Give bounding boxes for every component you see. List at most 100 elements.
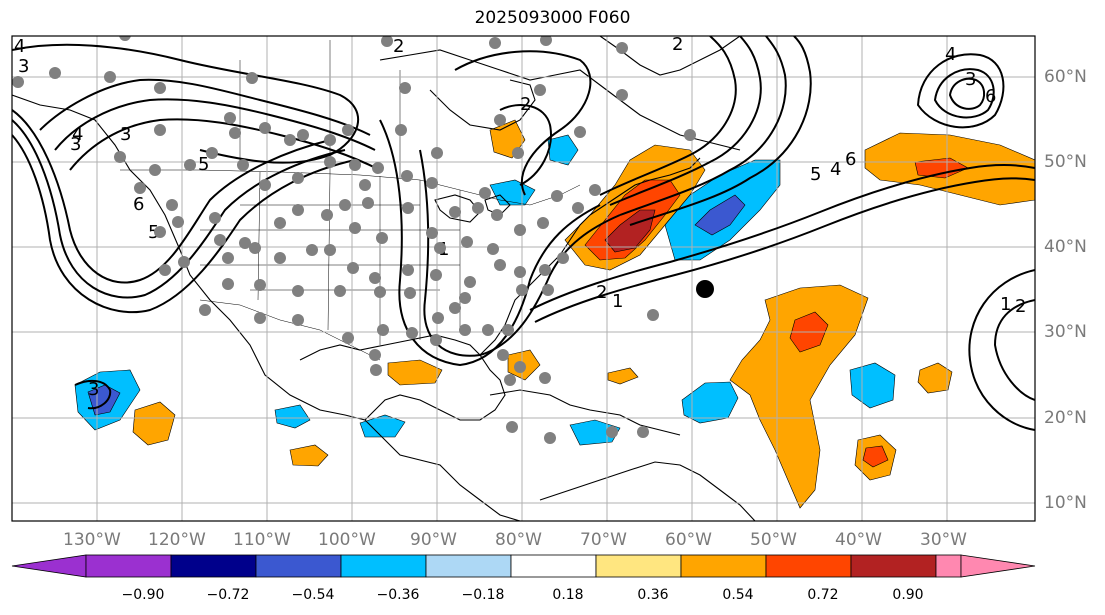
colorbar-tick-label: 0.90 <box>892 587 924 603</box>
colorbar-tick-label: 0.72 <box>807 587 839 603</box>
contour-label: 3 <box>18 56 29 77</box>
contour-line <box>12 43 360 164</box>
negative-anomaly-great-lakes <box>489 179 536 206</box>
colorbar-tick-label: −0.72 <box>206 587 250 603</box>
colorbar-tick-label: 0.18 <box>552 587 584 603</box>
contour-line <box>499 104 552 186</box>
contour-line <box>629 36 812 226</box>
map-frame <box>11 35 1036 522</box>
contour-line <box>968 269 1035 431</box>
contour-line <box>948 77 986 110</box>
contour-line <box>74 379 112 410</box>
longitude-label: 120°W <box>148 530 206 550</box>
longitude-label: 40°W <box>835 530 882 550</box>
contour-label: 5 <box>148 222 159 243</box>
positive-anomaly-mexico <box>289 444 329 467</box>
contour-line <box>12 109 331 284</box>
colorbar-bin <box>680 554 767 578</box>
contour-layer <box>12 36 1035 431</box>
contour-line <box>454 50 592 196</box>
contour-label: 5 <box>810 164 821 185</box>
contour-line <box>379 119 601 367</box>
hudson-bay-coastline <box>429 79 536 131</box>
colorbar-bin <box>170 554 257 578</box>
contour-label: 2 <box>393 36 404 57</box>
contour-label: 3 <box>70 134 81 155</box>
contour-line <box>69 118 381 171</box>
colorbar-extend-high <box>960 554 1036 578</box>
longitude-label: 130°W <box>63 530 121 550</box>
longitude-label: 100°W <box>318 530 376 550</box>
contour-line <box>916 53 1005 129</box>
contour-label: 5 <box>198 154 209 175</box>
station-dots <box>12 36 696 444</box>
storm-center-marker <box>696 280 714 298</box>
contour-label-layer: 4 3 5 4 6 5 3 2 1 2 5 6 4 3 6 2 1 3 2 4 … <box>14 36 1026 400</box>
negative-anomaly-caribbean <box>681 381 739 424</box>
positive-anomaly-plume <box>729 284 869 509</box>
us-east-coastline <box>479 157 701 356</box>
contour-label: 4 <box>830 159 841 180</box>
colorbar-bin <box>85 554 172 578</box>
negative-anomaly-mexico <box>274 404 311 429</box>
contour-line <box>534 177 1035 323</box>
longitude-label: 60°W <box>665 530 712 550</box>
contour-label: 1 <box>612 291 623 312</box>
contour-label: 4 <box>72 124 83 145</box>
contour-label: 6 <box>133 194 144 215</box>
contour-label: 1 <box>1000 294 1011 315</box>
contour-label: 4 <box>14 36 25 57</box>
contour-line <box>933 68 995 119</box>
caribbean-islands <box>489 389 681 436</box>
positive-anomaly-pacific <box>132 401 176 446</box>
longitude-label: 110°W <box>233 530 291 550</box>
great-lakes-outline <box>434 194 511 223</box>
latitude-label: 40°N <box>1044 237 1087 257</box>
colorbar-tick-label: −0.54 <box>291 587 335 603</box>
mexico-gulf-coastline <box>299 334 506 421</box>
contour-line <box>609 36 762 206</box>
colorbar-tick-label: 0.54 <box>722 587 754 603</box>
longitude-label: 30°W <box>920 530 967 550</box>
latitude-label: 20°N <box>1044 408 1087 428</box>
contour-line <box>12 119 346 299</box>
positive-anomaly-gulf <box>387 359 443 386</box>
positive-anomaly-east <box>917 362 953 394</box>
positive-anomaly-west-atlantic <box>607 367 639 385</box>
contour-line <box>12 134 356 314</box>
colorbar-tick-label: 0.36 <box>637 587 669 603</box>
map-plot-area: 4 3 5 4 6 5 3 2 1 2 5 6 4 3 6 2 1 3 2 4 … <box>12 36 1035 521</box>
colorbar-bin <box>425 554 512 578</box>
contour-line <box>619 36 787 216</box>
longitude-label: 70°W <box>580 530 627 550</box>
colorbar-bin <box>510 554 597 578</box>
contour-line <box>599 36 737 196</box>
colorbar <box>11 554 1036 578</box>
colorbar-bin <box>765 554 852 578</box>
contour-line <box>993 299 1035 401</box>
contour-label: 3 <box>88 379 99 400</box>
latitude-label: 50°N <box>1044 152 1087 172</box>
colorbar-bin <box>935 554 962 578</box>
us-canada-border <box>120 169 581 206</box>
contour-label: 6 <box>845 149 856 170</box>
positive-anomaly-south-core <box>862 445 889 468</box>
negative-anomaly-quebec <box>547 134 579 166</box>
contour-label: 2 <box>520 94 531 115</box>
longitude-label: 90°W <box>410 530 457 550</box>
positive-anomaly-core-atlantic <box>914 157 969 179</box>
colorbar-tick-label: −0.18 <box>461 587 505 603</box>
latitude-label: 60°N <box>1044 67 1087 87</box>
latitude-label: 10°N <box>1044 493 1087 513</box>
south-america-coastline <box>539 461 756 521</box>
contour-label: 2 <box>596 282 607 303</box>
longitude-label: 80°W <box>495 530 542 550</box>
contour-label: 2 <box>1015 296 1026 317</box>
map-title: 2025093000 F060 <box>474 8 631 28</box>
contour-line <box>529 163 1035 311</box>
negative-anomaly-east <box>849 362 896 409</box>
colorbar-tick-label: −0.36 <box>376 587 420 603</box>
contour-label: 3 <box>120 124 131 145</box>
graticule <box>12 36 1035 521</box>
